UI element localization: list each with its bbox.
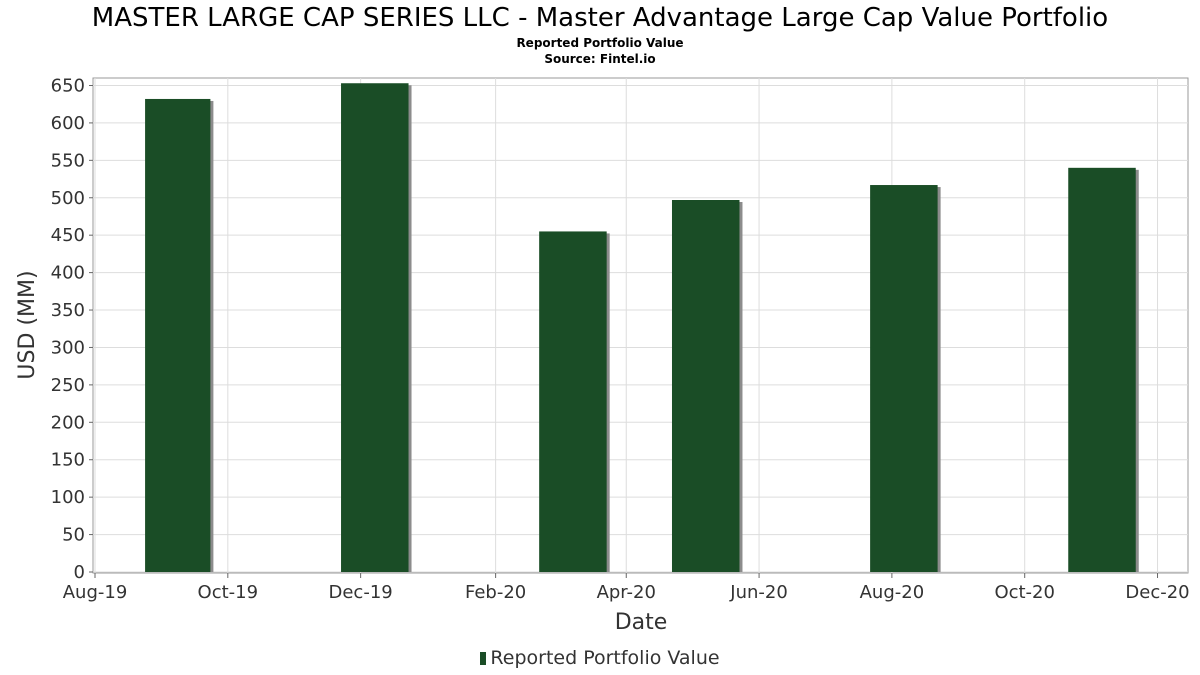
y-axis-label: USD (MM) (15, 270, 40, 379)
bar (539, 231, 607, 572)
y-tick-label: 600 (51, 113, 85, 134)
y-tick-label: 500 (51, 188, 85, 209)
plot-area (92, 77, 1189, 574)
legend-swatch (480, 652, 487, 665)
y-tick-label: 100 (51, 487, 85, 508)
y-tick-label: 550 (51, 150, 85, 171)
bar (1068, 167, 1136, 572)
y-tick-label: 50 (62, 525, 85, 546)
chart-source: Source: Fintel.io (544, 52, 656, 66)
y-tick-label: 250 (51, 375, 85, 396)
bar (671, 200, 740, 572)
legend-label: Reported Portfolio Value (490, 647, 720, 669)
x-tick-label: Aug-19 (63, 582, 128, 603)
x-tick-label: Feb-20 (465, 582, 526, 603)
y-tick-label: 150 (51, 450, 85, 471)
bar (341, 83, 409, 573)
legend: Reported Portfolio Value (0, 647, 1200, 669)
y-tick-label: 650 (51, 75, 85, 96)
y-tick-label: 0 (74, 562, 85, 583)
x-tick-label: Dec-19 (329, 582, 393, 603)
y-tick-label: 350 (51, 300, 85, 321)
chart-title: MASTER LARGE CAP SERIES LLC - Master Adv… (91, 3, 1109, 33)
x-axis-label: Date (615, 610, 668, 635)
bar (145, 98, 211, 572)
x-tick-label: Oct-20 (994, 582, 1055, 603)
x-tick-label: Dec-20 (1125, 582, 1189, 603)
chart-subtitle: Reported Portfolio Value (516, 36, 684, 50)
y-tick-label: 300 (51, 337, 85, 358)
x-tick-label: Jun-20 (729, 582, 788, 603)
y-tick-label: 450 (51, 225, 85, 246)
x-tick-label: Apr-20 (597, 582, 656, 603)
x-tick-label: Oct-19 (198, 582, 259, 603)
y-tick-label: 400 (51, 263, 85, 284)
x-tick-label: Aug-20 (860, 582, 925, 603)
bar (870, 185, 938, 573)
y-tick-label: 200 (51, 412, 85, 433)
